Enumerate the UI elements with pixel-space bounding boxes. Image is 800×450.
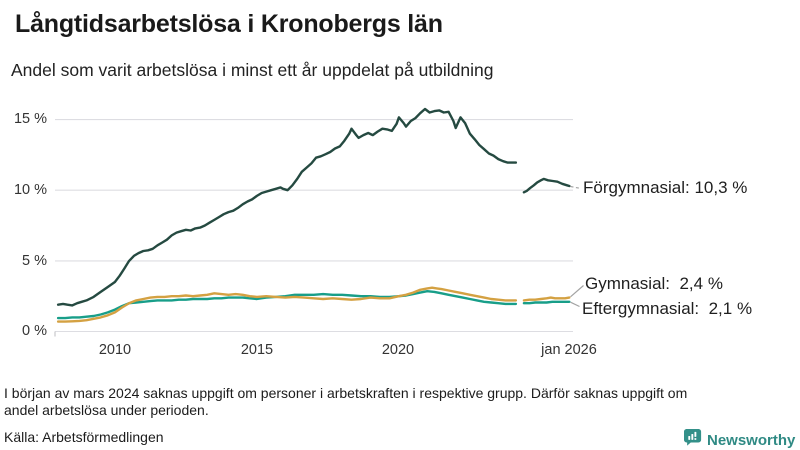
series-label-eftergymnasial: Eftergymnasial: 2,1 %: [582, 299, 753, 318]
footnote-line-1: I början av mars 2024 saknas uppgift om …: [4, 385, 688, 401]
newsworthy-brand: Newsworthy: [684, 428, 795, 450]
newsworthy-logo-icon: [684, 428, 702, 450]
x-axis-tick-2020: 2020: [381, 342, 415, 358]
x-axis-tick-2015: 2015: [240, 342, 274, 358]
newsworthy-brand-name: Newsworthy: [707, 431, 796, 449]
x-axis-tick-2010: 2010: [98, 342, 132, 358]
y-axis-tick-0: 0 %: [22, 323, 47, 339]
y-axis-tick-10: 10 %: [13, 181, 47, 198]
x-axis-tick-jan2026: jan 2026: [541, 342, 597, 358]
y-axis-tick-15: 15 %: [13, 111, 47, 127]
page-title: Långtidsarbetslösa i Kronobergs län: [15, 10, 443, 38]
series-label-gymnasial: Gymnasial: 2,4 %: [585, 274, 723, 293]
y-axis-tick-5: 5 %: [22, 252, 47, 269]
page-subtitle: Andel som varit arbetslösa i minst ett å…: [11, 60, 494, 80]
source-caption: Källa: Arbetsförmedlingen: [4, 429, 164, 445]
footnote-line-2: andel arbetslösa under perioden.: [4, 402, 209, 418]
series-label-forgymnasial: Förgymnasial: 10,3 %: [583, 178, 748, 197]
